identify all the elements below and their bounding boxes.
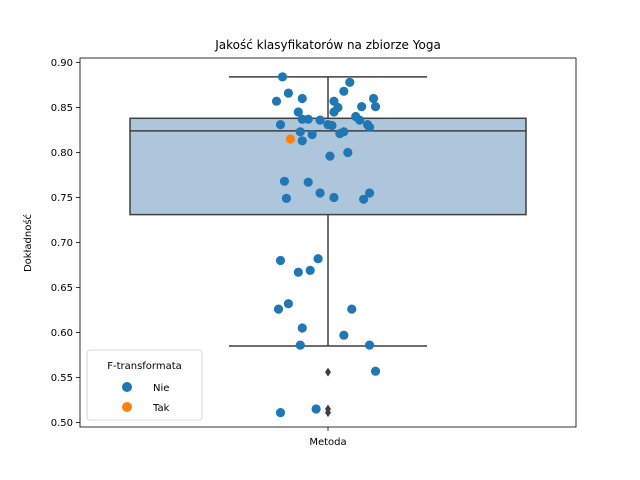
data-point-nie-12 — [293, 107, 303, 117]
legend-label-tak: Tak — [152, 403, 170, 414]
data-point-nie-44 — [297, 323, 307, 333]
data-point-nie-32 — [281, 193, 292, 203]
y-tick-label-4: 0.70 — [51, 238, 73, 249]
data-point-tak-0 — [285, 134, 295, 144]
data-point-nie-14 — [303, 114, 313, 124]
box-iqr — [129, 117, 527, 216]
x-axis: Metoda — [309, 427, 347, 448]
legend-label-nie: Nie — [153, 383, 169, 394]
y-axis-title: Dokładność — [22, 214, 34, 272]
y-tick-label-1: 0.55 — [51, 373, 73, 384]
data-point-nie-7 — [370, 102, 381, 112]
data-point-nie-31 — [303, 177, 313, 187]
y-tick-label-3: 0.65 — [51, 283, 73, 294]
legend-box — [86, 349, 203, 421]
data-point-nie-35 — [364, 188, 375, 198]
points-layer — [271, 72, 381, 418]
data-point-nie-39 — [293, 267, 303, 277]
data-point-nie-23 — [295, 127, 305, 137]
data-point-nie-33 — [315, 188, 325, 198]
data-point-nie-6 — [368, 93, 379, 104]
data-point-nie-5 — [339, 86, 349, 96]
chart-title: Jakość klasyfikatorów na zbiorze Yoga — [214, 38, 441, 52]
data-point-nie-28 — [343, 147, 353, 158]
y-tick-label-2: 0.60 — [51, 328, 73, 339]
data-point-nie-38 — [313, 254, 323, 264]
data-point-nie-24 — [307, 129, 317, 140]
data-point-nie-50 — [275, 408, 286, 418]
y-tick-label-6: 0.80 — [51, 148, 73, 159]
y-tick-label-8: 0.90 — [51, 58, 73, 69]
data-point-nie-21 — [364, 122, 375, 132]
outlier-marker-2 — [325, 408, 331, 418]
data-point-nie-17 — [327, 120, 337, 131]
y-tick-label-7: 0.85 — [51, 103, 73, 114]
box-layer — [129, 76, 527, 418]
legend-marker-nie — [122, 382, 132, 392]
outlier-marker-0 — [325, 367, 331, 377]
data-point-nie-0 — [277, 72, 288, 82]
data-point-nie-19 — [355, 115, 365, 125]
data-point-nie-3 — [297, 93, 307, 104]
data-point-nie-36 — [359, 194, 369, 204]
data-point-nie-34 — [329, 192, 339, 203]
y-tick-label-5: 0.75 — [51, 193, 73, 204]
data-point-nie-26 — [335, 129, 345, 139]
data-point-nie-2 — [271, 96, 282, 106]
data-point-nie-42 — [273, 304, 284, 314]
data-point-nie-45 — [339, 330, 349, 340]
data-point-nie-47 — [364, 340, 375, 350]
data-point-nie-43 — [347, 304, 357, 314]
data-point-nie-37 — [275, 255, 286, 266]
data-point-nie-27 — [297, 136, 307, 146]
legend-marker-tak — [122, 402, 132, 412]
data-point-nie-49 — [311, 404, 321, 414]
data-point-nie-40 — [305, 265, 315, 275]
data-point-nie-8 — [357, 102, 367, 112]
x-tick-label-0: Metoda — [309, 437, 346, 448]
data-point-nie-46 — [295, 340, 305, 350]
legend-title: F-transformata — [107, 361, 182, 372]
data-point-nie-1 — [283, 88, 293, 98]
data-point-nie-41 — [283, 299, 293, 309]
data-point-nie-48 — [370, 366, 381, 376]
y-axis: 0.50 0.55 0.60 0.65 0.70 0.75 0.80 0.85 0.90 — [51, 58, 80, 429]
data-point-nie-11 — [329, 107, 339, 117]
data-point-nie-15 — [315, 115, 325, 125]
data-point-nie-4 — [345, 77, 355, 87]
legend: F-transformata Nie Tak — [86, 349, 203, 421]
data-point-nie-30 — [279, 176, 290, 186]
y-tick-label-0: 0.50 — [51, 418, 73, 429]
data-point-nie-29 — [325, 151, 335, 161]
data-point-nie-22 — [275, 120, 286, 130]
